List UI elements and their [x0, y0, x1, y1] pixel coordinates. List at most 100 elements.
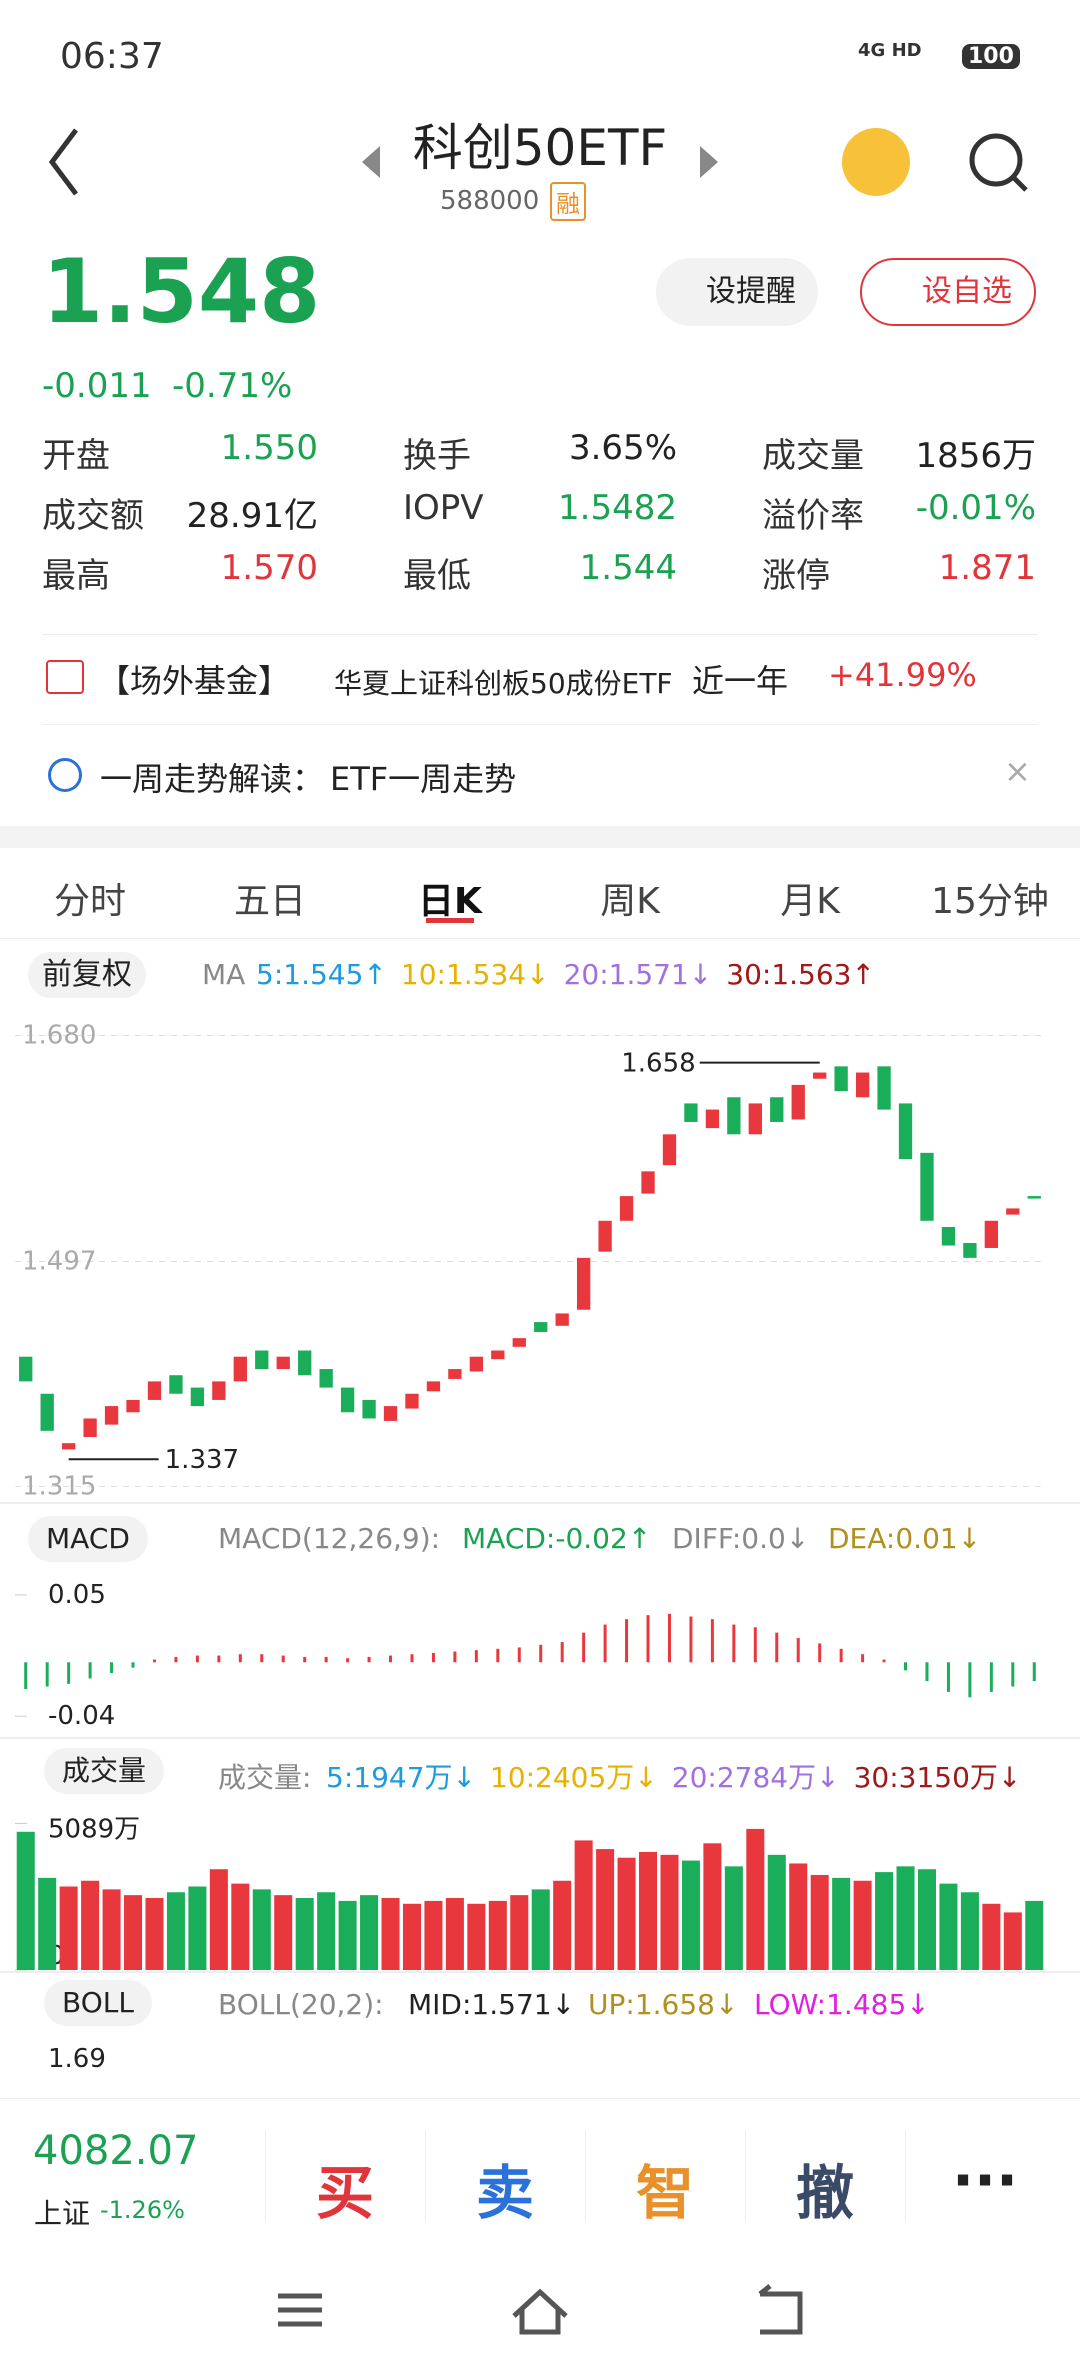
low-label: 1.337 — [165, 1445, 239, 1475]
separator — [905, 2130, 906, 2220]
candle — [1006, 1208, 1020, 1215]
volume-selector[interactable]: 成交量 — [44, 1748, 165, 1794]
candle — [941, 1226, 956, 1246]
trade-button[interactable]: 卖 — [475, 2159, 534, 2227]
macd-value: MACD:-0.02↑ — [462, 1522, 652, 1555]
volume-label: 成交量: — [218, 1761, 312, 1794]
search[interactable] — [969, 133, 1023, 187]
macd-selector[interactable]: MACD — [28, 1516, 148, 1562]
volume-ma-value: 10:2405万↓ — [489, 1761, 658, 1794]
change: -0.011 — [42, 366, 152, 406]
index-value: 4082.07 — [33, 2128, 199, 2174]
candle — [984, 1220, 999, 1248]
ma-values: 5:1.545↑ 10:1.534↓ 20:1.571↓ 30:1.563↑ — [256, 958, 889, 991]
candle — [770, 1097, 784, 1122]
volume-bar — [510, 1895, 529, 1970]
tab[interactable]: 五日 — [233, 881, 306, 922]
candle — [61, 1443, 76, 1450]
prev[interactable] — [362, 146, 380, 178]
candle — [1027, 1196, 1041, 1199]
volume-ma-value: 5:1947万↓ — [326, 1761, 476, 1794]
candle — [662, 1134, 677, 1166]
candle — [190, 1387, 205, 1407]
volume-bar — [939, 1883, 958, 1970]
divider — [0, 938, 1080, 939]
candle — [340, 1387, 355, 1413]
close[interactable]: × — [1004, 752, 1031, 790]
stat-value: -0.01% — [915, 488, 1036, 528]
volume-bar — [574, 1840, 593, 1970]
candle — [791, 1084, 805, 1120]
mascot[interactable] — [842, 128, 910, 196]
trade-button[interactable]: 智 — [635, 2159, 694, 2227]
macd-params: MACD(12,26,9): — [218, 1522, 441, 1555]
back[interactable] — [48, 128, 78, 196]
tab[interactable]: 月K — [780, 881, 840, 922]
y-tick-label: 1.497 — [22, 1247, 96, 1277]
candle — [598, 1220, 612, 1252]
separator — [585, 2130, 586, 2220]
boll-low: LOW:1.485↓ — [754, 1988, 930, 2021]
adjust[interactable]: 前复权 — [28, 952, 146, 998]
boll-selector[interactable]: BOLL — [44, 1980, 152, 2026]
volume-bar — [81, 1880, 100, 1970]
stat-label: 换手 — [403, 436, 471, 476]
trade-button[interactable]: 买 — [315, 2159, 374, 2227]
volume-bar — [424, 1900, 443, 1970]
home[interactable] — [512, 2288, 568, 2335]
volume-bar — [445, 1898, 464, 1970]
menu[interactable] — [278, 2293, 322, 2327]
volume-bar — [917, 1869, 936, 1970]
volume-bar — [703, 1843, 722, 1970]
candle — [555, 1313, 569, 1326]
weekly-label: 一周走势解读： — [100, 760, 325, 798]
stat-value: 1.570 — [220, 548, 318, 588]
ma-value: 5:1.545↑ — [256, 958, 387, 991]
watch-button[interactable]: 设自选 — [860, 258, 1036, 326]
diff: DIFF:0.0↓ — [672, 1522, 810, 1555]
next[interactable] — [700, 146, 718, 178]
ma-value: 10:1.534↓ — [400, 958, 550, 991]
candle — [748, 1103, 762, 1135]
nav-bar — [278, 2284, 803, 2335]
candle — [813, 1072, 827, 1079]
boll-params: BOLL(20,2): — [218, 1988, 384, 2021]
stat-value: 1856万 — [915, 436, 1036, 476]
back-nav[interactable] — [758, 2284, 803, 2335]
candle — [727, 1097, 741, 1135]
trade-button[interactable]: ··· — [951, 2146, 1019, 2214]
volume-bar — [746, 1828, 765, 1970]
volume-bar — [209, 1869, 228, 1970]
tab[interactable]: 周K — [600, 881, 660, 922]
candle — [169, 1375, 183, 1394]
battery: 100 — [962, 44, 1020, 69]
volume-bar — [853, 1880, 872, 1970]
network: 4G HD — [858, 40, 922, 61]
stat-label: 成交量 — [762, 436, 864, 476]
tab[interactable]: 分时 — [53, 881, 126, 922]
tag: 融 — [550, 182, 586, 221]
candle — [491, 1350, 505, 1360]
tab[interactable]: 日K — [418, 881, 482, 922]
alert-button[interactable]: 设提醒 — [656, 258, 818, 326]
volume-bar — [59, 1886, 78, 1970]
stat-value: 1.871 — [938, 548, 1036, 588]
candle — [855, 1072, 870, 1098]
divider — [42, 634, 1038, 635]
candle — [276, 1356, 290, 1370]
candle — [362, 1399, 376, 1419]
gap — [0, 826, 1080, 848]
volume-bar — [681, 1860, 700, 1970]
volume-bar — [467, 1903, 486, 1970]
tab[interactable]: 15分钟 — [931, 881, 1049, 922]
trade-button[interactable]: 撤 — [795, 2159, 854, 2227]
footer — [0, 2098, 1080, 2259]
candle — [619, 1196, 634, 1221]
stat-value: 1.550 — [220, 428, 318, 468]
candle — [877, 1066, 891, 1110]
volume-bar — [1025, 1900, 1044, 1970]
volume-bar — [274, 1895, 293, 1970]
volume-bar — [596, 1849, 615, 1970]
candle — [233, 1356, 247, 1382]
